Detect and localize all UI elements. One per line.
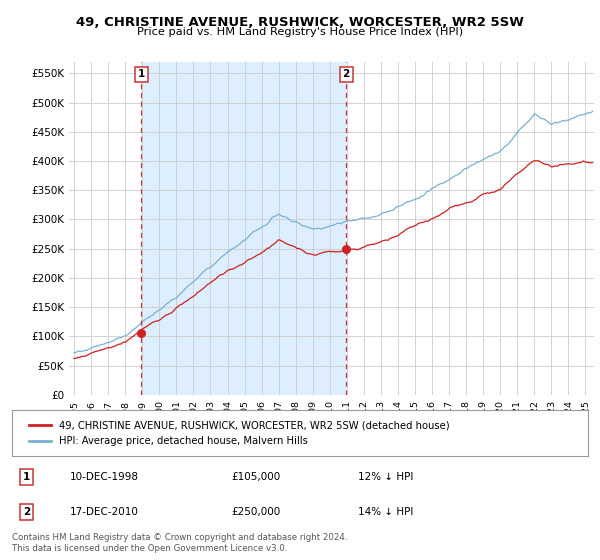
Text: Price paid vs. HM Land Registry's House Price Index (HPI): Price paid vs. HM Land Registry's House … (137, 27, 463, 37)
Text: 17-DEC-2010: 17-DEC-2010 (70, 507, 139, 517)
Bar (141, 62, 346, 395)
Text: 2: 2 (343, 69, 350, 80)
Legend: 49, CHRISTINE AVENUE, RUSHWICK, WORCESTER, WR2 5SW (detached house), HPI: Averag: 49, CHRISTINE AVENUE, RUSHWICK, WORCESTE… (23, 415, 455, 452)
Text: 2: 2 (23, 507, 30, 517)
Text: 10-DEC-1998: 10-DEC-1998 (70, 472, 139, 482)
Text: 12% ↓ HPI: 12% ↓ HPI (358, 472, 413, 482)
Text: £105,000: £105,000 (231, 472, 280, 482)
Text: Contains HM Land Registry data © Crown copyright and database right 2024.
This d: Contains HM Land Registry data © Crown c… (12, 533, 347, 553)
Text: 1: 1 (137, 69, 145, 80)
Text: £250,000: £250,000 (231, 507, 280, 517)
Point (136, 329, 146, 338)
Text: 49, CHRISTINE AVENUE, RUSHWICK, WORCESTER, WR2 5SW: 49, CHRISTINE AVENUE, RUSHWICK, WORCESTE… (76, 16, 524, 29)
Point (341, 244, 351, 253)
Text: 14% ↓ HPI: 14% ↓ HPI (358, 507, 413, 517)
Text: 1: 1 (23, 472, 30, 482)
